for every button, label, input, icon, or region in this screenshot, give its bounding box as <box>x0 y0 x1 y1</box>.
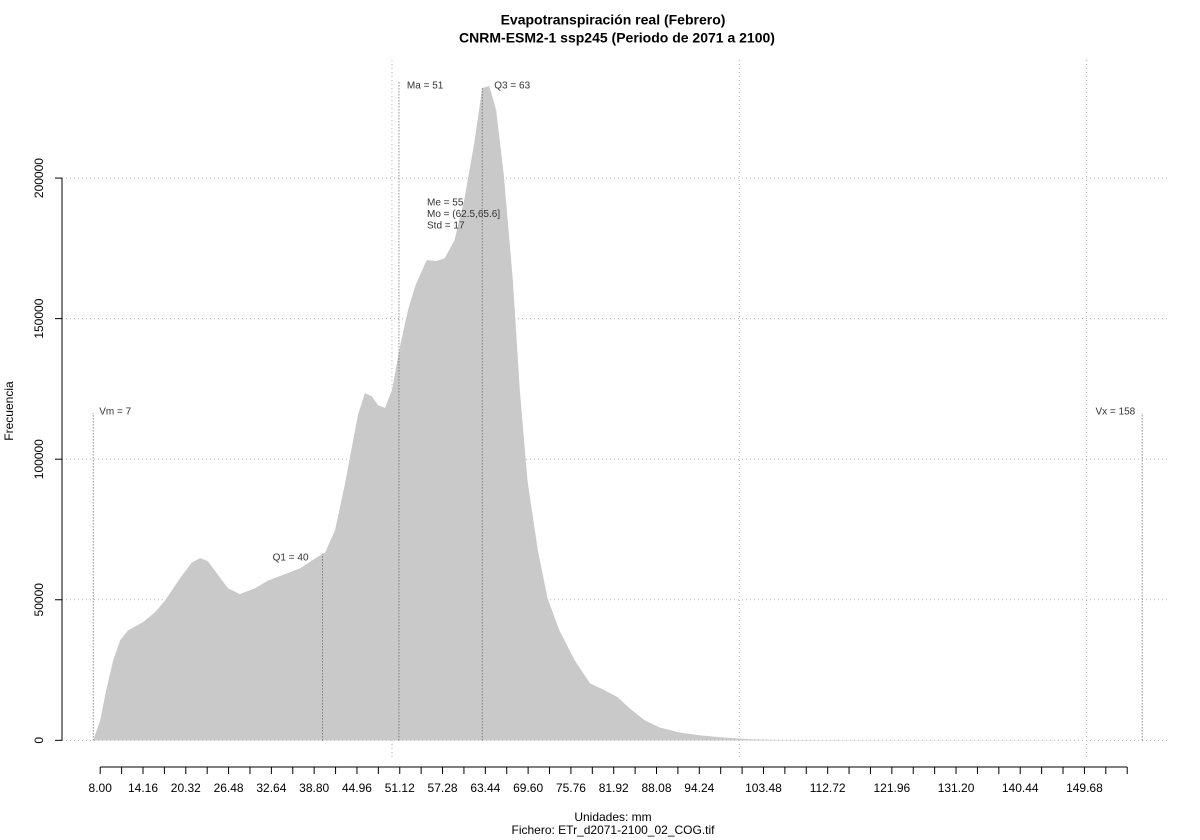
x-tick-label: 94.24 <box>684 781 714 795</box>
x-tick-label: 81.92 <box>599 781 629 795</box>
marker-label: Vx = 158 <box>1095 407 1135 418</box>
density-area <box>93 85 1128 741</box>
marker-label: Ma = 51 <box>407 81 444 92</box>
x-tick-label: 103.48 <box>745 781 782 795</box>
x-tick-label: 20.32 <box>171 781 201 795</box>
x-tick-label: 121.96 <box>874 781 911 795</box>
marker-label: Vm = 7 <box>99 407 131 418</box>
x-tick-label: 8.00 <box>89 781 113 795</box>
stat-label: Mo = (62.5,65.6] <box>427 209 500 220</box>
x-tick-label: 112.72 <box>810 781 846 795</box>
x-tick-label: 32.64 <box>256 781 286 795</box>
x-tick-label: 44.96 <box>342 781 372 795</box>
y-tick-label: 50000 <box>32 583 46 617</box>
x-tick-label: 88.08 <box>641 781 671 795</box>
x-tick-label: 149.68 <box>1066 781 1103 795</box>
stat-label: Std = 17 <box>427 221 465 232</box>
x-tick-label: 131.20 <box>938 781 975 795</box>
stat-label: Me = 55 <box>427 198 464 209</box>
caption: Fichero: ETr_d2071-2100_02_COG.tif <box>512 823 716 837</box>
chart-title: Evapotranspiración real (Febrero) <box>501 12 726 28</box>
x-tick-label: 140.44 <box>1002 781 1039 795</box>
x-tick-label: 69.60 <box>513 781 543 795</box>
y-tick-label: 0 <box>32 737 46 744</box>
x-tick-label: 57.28 <box>428 781 458 795</box>
y-tick-label: 200000 <box>32 158 46 198</box>
x-tick-label: 75.76 <box>556 781 586 795</box>
x-tick-label: 14.16 <box>128 781 158 795</box>
x-axis-label: Unidades: mm <box>574 810 651 824</box>
marker-label: Q3 = 63 <box>494 81 530 92</box>
y-tick-label: 100000 <box>32 439 46 479</box>
chart-subtitle: CNRM-ESM2-1 ssp245 (Periodo de 2071 a 21… <box>459 30 775 46</box>
marker-label: Q1 = 40 <box>273 553 309 564</box>
x-tick-label: 26.48 <box>214 781 244 795</box>
y-tick-label: 150000 <box>32 298 46 338</box>
x-tick-label: 38.80 <box>299 781 329 795</box>
y-axis-label: Frecuencia <box>2 381 16 441</box>
x-tick-label: 51.12 <box>385 781 415 795</box>
x-tick-label: 63.44 <box>470 781 500 795</box>
